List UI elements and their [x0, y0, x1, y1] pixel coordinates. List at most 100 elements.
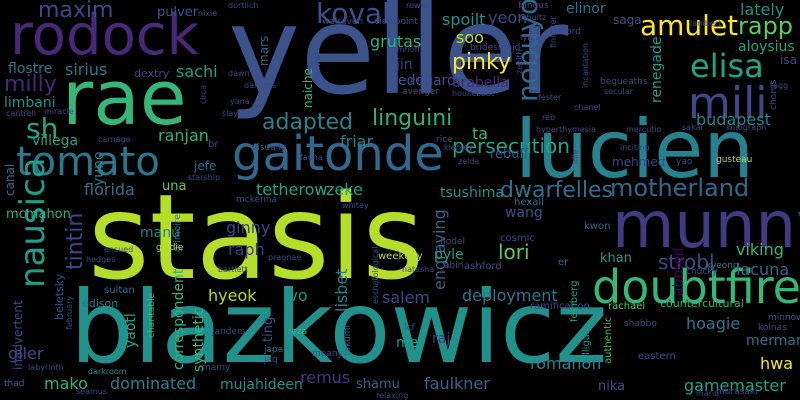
word: remus: [300, 368, 351, 387]
word: yao: [676, 157, 693, 167]
word: hedges: [86, 255, 116, 264]
word: viewpoint: [374, 17, 418, 27]
word: mercutio: [626, 125, 662, 134]
word: br: [208, 139, 219, 150]
word: natasha: [402, 265, 435, 274]
word: abin: [444, 261, 464, 271]
word: circa: [199, 84, 208, 104]
word: dwarfelles: [500, 178, 613, 203]
word: cosmic: [500, 233, 535, 244]
word: merman: [746, 333, 800, 349]
word: chucky: [686, 267, 718, 277]
word: ginny: [226, 218, 271, 237]
word: secular: [604, 87, 633, 96]
word: limbani: [4, 95, 56, 111]
word: lately: [740, 0, 785, 19]
word: meany: [312, 349, 343, 359]
word: adapted: [262, 110, 354, 135]
word: hyperthymesia: [536, 125, 597, 134]
word: mei: [396, 335, 423, 351]
word: bridesmaid: [470, 43, 521, 53]
word: stasis: [88, 168, 424, 306]
word: chanel: [574, 103, 601, 112]
word: lambert: [690, 19, 722, 28]
word: ta: [472, 124, 489, 143]
word: nausica: [13, 157, 53, 288]
word: relaxing: [376, 391, 409, 400]
word: eastern: [638, 351, 676, 362]
word: yeon: [488, 8, 528, 27]
word: inciting: [620, 143, 650, 152]
word: rewis: [406, 1, 427, 10]
word: mako: [44, 374, 88, 393]
word: ashford: [464, 261, 502, 272]
word: pragnae: [268, 253, 302, 262]
word: eschatological: [371, 246, 380, 304]
word: grutas: [370, 32, 422, 51]
word: kovak: [316, 0, 399, 30]
word: maxim: [38, 0, 114, 23]
word: beletsky: [53, 273, 66, 320]
word: japan: [264, 345, 289, 355]
word: finletter: [549, 16, 558, 48]
word: una: [162, 179, 187, 194]
word: february: [65, 295, 74, 330]
word: deployment: [462, 286, 558, 305]
word: miracle: [44, 107, 74, 116]
word: yuno: [91, 151, 107, 186]
word: murasaki: [716, 387, 758, 397]
word: houseboat: [452, 89, 495, 98]
word: mehmed: [612, 155, 666, 169]
word: mario: [696, 389, 720, 398]
word: munny: [612, 189, 800, 263]
word: fungus: [518, 1, 549, 11]
word: wang: [505, 205, 543, 221]
word: flostre: [8, 61, 53, 77]
word: weekday: [378, 251, 423, 262]
word: pil: [410, 75, 420, 84]
word: countercultural: [660, 297, 744, 310]
word: rebuff: [490, 147, 529, 162]
word: rapp: [738, 12, 794, 40]
word: schultz: [518, 13, 547, 22]
word: slaying: [222, 109, 251, 118]
word: thad: [4, 379, 25, 389]
word: incantation: [581, 42, 590, 88]
word: fauna: [300, 153, 323, 162]
word: sakai: [682, 123, 703, 132]
word: shabbo: [624, 319, 657, 329]
word: whitey: [342, 201, 369, 210]
word: clifford: [550, 27, 581, 37]
word: fynn: [520, 33, 538, 42]
word: gamemaster: [684, 376, 786, 395]
word: starship: [188, 173, 221, 182]
word: feinberg: [569, 280, 580, 322]
word: walraven: [322, 17, 364, 27]
word: fester: [538, 93, 562, 102]
word: kwon: [584, 221, 611, 232]
word: kinograph: [726, 123, 767, 132]
word: linguini: [372, 106, 453, 131]
word: reb: [542, 113, 556, 122]
word: er: [558, 257, 569, 268]
word: reza: [288, 327, 308, 337]
word: mili: [688, 78, 768, 129]
word: seamus: [76, 387, 108, 396]
word: darkroom: [88, 367, 127, 376]
word: lori: [498, 240, 530, 264]
word: persecution: [452, 134, 570, 158]
word: ahmed: [671, 247, 687, 296]
word: kyeong: [706, 261, 739, 271]
word: danvers: [244, 81, 277, 90]
word: budapest: [696, 110, 771, 129]
word: visually: [252, 143, 287, 153]
word: zeke: [326, 180, 363, 199]
word: mars: [257, 35, 271, 66]
word: edison: [82, 297, 119, 310]
word: bequeaths: [600, 77, 648, 87]
word: viking: [736, 240, 784, 259]
word: hyeok: [208, 286, 257, 305]
word: mckenna: [236, 195, 278, 205]
word: avenger: [402, 87, 440, 97]
